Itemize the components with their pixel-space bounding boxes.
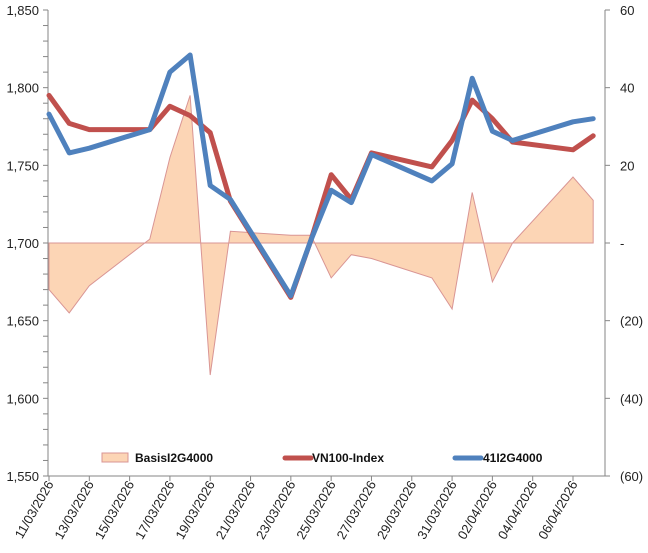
- x-tick-label: 15/03/2026: [92, 478, 138, 542]
- x-tick-label: 31/03/2026: [414, 478, 460, 542]
- area-layer: [48, 95, 594, 376]
- right-y-tick-label: 40: [620, 81, 634, 96]
- vn100-index-line: [46, 92, 596, 300]
- left-y-tick-label: 1,650: [6, 314, 39, 329]
- right-y-tick-label: 20: [620, 158, 634, 173]
- x-tick-label: 29/03/2026: [374, 478, 420, 542]
- legend: BasisI2G4000 VN100-Index 41I2G4000: [101, 451, 543, 465]
- left-y-tick-label: 1,600: [6, 391, 39, 406]
- right-y-tick-label: -: [620, 236, 624, 251]
- right-y-tick-label: (60): [620, 469, 643, 484]
- right-y-tick-label: (20): [620, 314, 643, 329]
- x-tick-label: 25/03/2026: [293, 478, 339, 542]
- legend-label-basis: BasisI2G4000: [135, 451, 213, 465]
- i2g4000-line: [46, 52, 596, 299]
- legend-label-vn100: VN100-Index: [312, 451, 384, 465]
- x-tick-label: 02/04/2026: [454, 478, 500, 542]
- left-y-tick-label: 1,700: [6, 236, 39, 251]
- x-tick-label: 06/04/2026: [535, 478, 581, 542]
- x-tick-label: 17/03/2026: [132, 478, 178, 542]
- left-y-tick-label: 1,550: [6, 469, 39, 484]
- left-y-tick-label: 1,800: [6, 81, 39, 96]
- x-tick-label: 19/03/2026: [172, 478, 218, 542]
- basis-area: [48, 95, 594, 376]
- x-tick-label: 04/04/2026: [495, 478, 541, 542]
- right-y-tick-label: (40): [620, 391, 643, 406]
- legend-label-41i2g4000: 41I2G4000: [483, 451, 543, 465]
- x-tick-label: 27/03/2026: [334, 478, 380, 542]
- left-y-tick-label: 1,750: [6, 158, 39, 173]
- x-tick-label: 23/03/2026: [253, 478, 299, 542]
- x-tick-label: 21/03/2026: [213, 478, 259, 542]
- left-y-tick-label: 1,850: [6, 3, 39, 18]
- lines-layer: [46, 52, 596, 300]
- right-y-tick-label: 60: [620, 3, 634, 18]
- x-tick-label: 11/03/2026: [12, 478, 57, 541]
- legend-swatch-basis: [101, 452, 129, 463]
- x-tick-label: 13/03/2026: [51, 478, 97, 542]
